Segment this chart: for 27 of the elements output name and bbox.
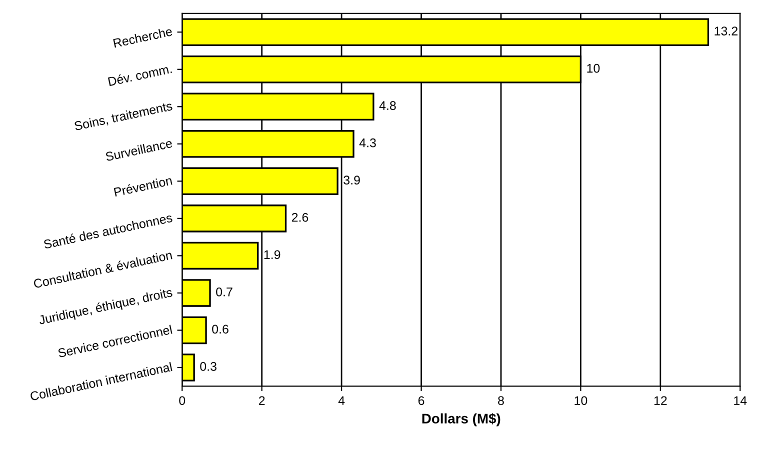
x-tick-label: 10 [574, 396, 588, 406]
y-tick-label: Surveillance [105, 138, 173, 162]
y-tick-label: Dév. comm. [108, 64, 172, 86]
data-label: 3.9 [344, 176, 360, 185]
data-label: 13.2 [714, 26, 738, 36]
y-tick-label: Soins, traitements [74, 101, 173, 132]
data-label: 0.7 [216, 287, 232, 296]
data-label: 1.9 [264, 250, 280, 260]
x-tick-label: 0 [179, 396, 186, 406]
x-tick-label: 14 [734, 396, 747, 405]
y-tick-label: Recherche [113, 26, 173, 48]
x-axis-title: Dollars (M$) [422, 413, 500, 426]
data-label: 0.6 [212, 324, 228, 334]
x-tick-label: 6 [418, 396, 424, 406]
x-tick-label: 4 [338, 396, 345, 405]
y-tick-label: Consultation & évaluation [33, 250, 172, 288]
data-label: 10 [587, 64, 600, 73]
data-label: 0.3 [200, 362, 216, 371]
x-tick-label: 2 [258, 396, 265, 405]
data-label: 4.8 [379, 101, 396, 110]
x-tick-label: 8 [498, 396, 504, 406]
data-label: 2.6 [292, 212, 308, 222]
y-tick-label: Santé des autochonnes [43, 212, 173, 249]
x-tick-label: 12 [654, 396, 667, 405]
y-tick-label: Juridique, éthique, droits [38, 290, 173, 325]
y-tick-label: Prévention [114, 175, 172, 197]
data-label: 4.3 [359, 138, 376, 148]
